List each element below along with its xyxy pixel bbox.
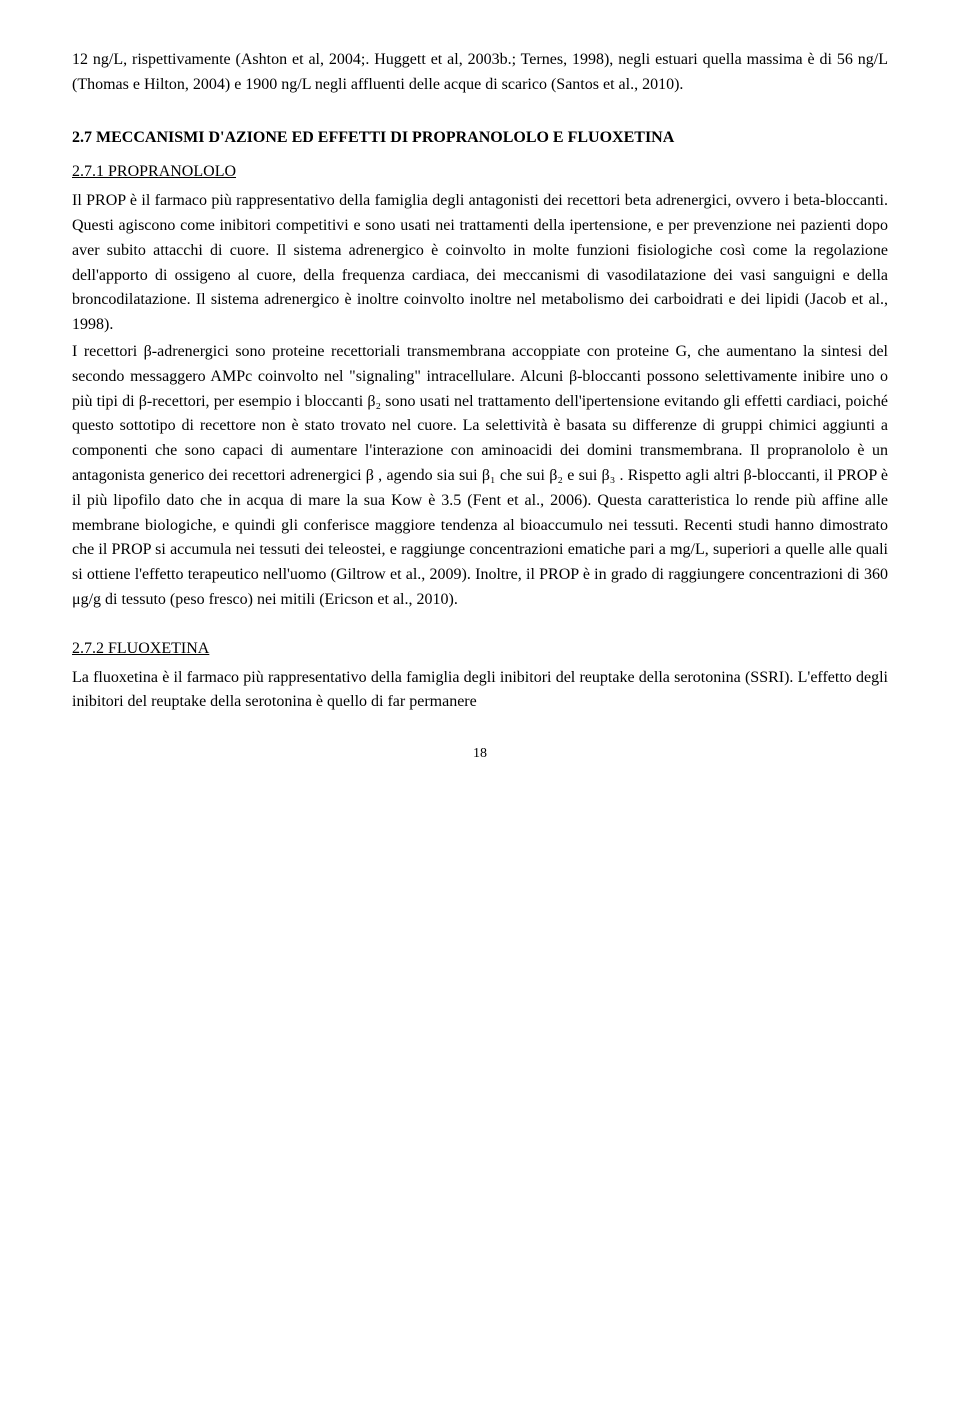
intro-paragraph: 12 ng/L, rispettivamente (Ashton et al, … <box>72 48 888 98</box>
page-number: 18 <box>72 743 888 765</box>
section-heading: 2.7 MECCANISMI D'AZIONE ED EFFETTI DI PR… <box>72 126 888 151</box>
subsection-1-heading: 2.7.1 PROPRANOLOLO <box>72 160 888 185</box>
subsection-1-paragraph-2: I recettori β-adrenergici sono proteine … <box>72 340 888 613</box>
subsection-2-heading: 2.7.2 FLUOXETINA <box>72 637 888 662</box>
subsection-2-paragraph-1: La fluoxetina è il farmaco più rappresen… <box>72 666 888 716</box>
subsection-1-paragraph-1: Il PROP è il farmaco più rappresentativo… <box>72 189 888 338</box>
